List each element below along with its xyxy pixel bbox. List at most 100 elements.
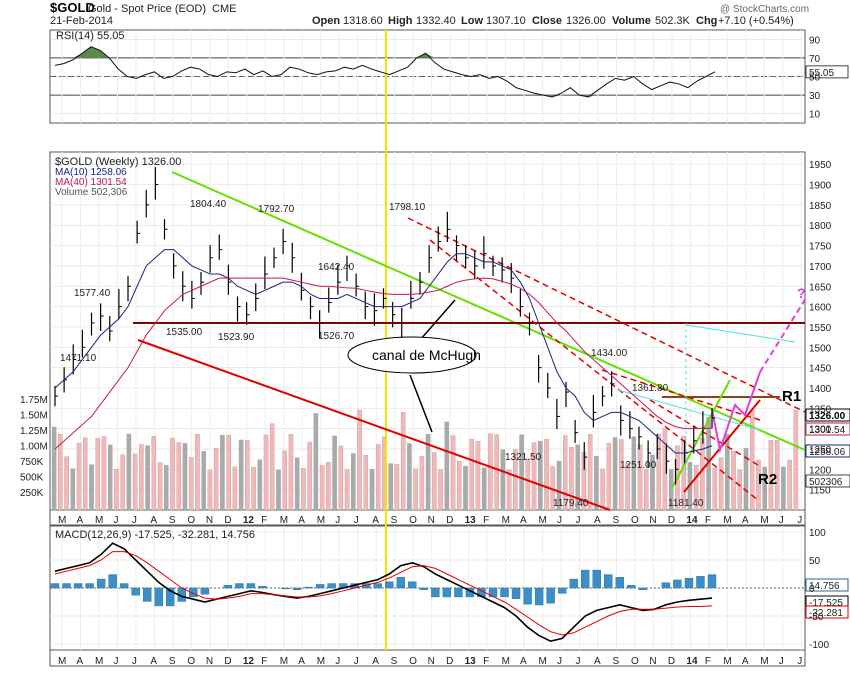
last-price-box (805, 408, 850, 422)
volume-bar (76, 442, 82, 511)
volume-bar (438, 469, 443, 511)
volume-bar (525, 458, 531, 511)
x-tick-label: 13 (465, 515, 477, 526)
volume-bar (587, 433, 593, 511)
price-tick-label: 1950 (809, 160, 832, 171)
x-tick-label: S (612, 515, 619, 526)
callout-bubble (347, 336, 477, 374)
price-tick-label: 1750 (809, 242, 832, 253)
volume-tick-label: 750K (20, 457, 44, 468)
price-tick-label: 1600 (809, 303, 832, 314)
volume-bar (375, 444, 381, 511)
legend-volume: Volume 502,306 (55, 187, 128, 198)
callout-text: canal de McHugh (372, 347, 481, 363)
x-tick-label-bottom: O (187, 656, 195, 667)
macd-hist-bar (673, 579, 682, 589)
x-tick-label-bottom: M (502, 656, 510, 667)
volume-bar (245, 440, 250, 511)
x-tick-label-bottom: J (132, 656, 137, 667)
volume-bar (500, 449, 506, 511)
x-tick-label: M (95, 515, 103, 526)
volume-bar (126, 433, 132, 511)
volume-bar (494, 434, 499, 511)
green-breakout (671, 379, 731, 489)
rsi-tick-label: 10 (809, 110, 821, 121)
x-tick-label: A (150, 515, 157, 526)
watermark: @ StockCharts.com (720, 4, 809, 15)
volume-bar (644, 469, 649, 511)
volume-bar (625, 463, 630, 511)
x-tick-label: O (631, 515, 639, 526)
macd-hist-bar (696, 576, 705, 589)
macd-hist-bar (592, 569, 601, 589)
x-tick-label-bottom: A (742, 656, 749, 667)
price-title: $GOLD (Weekly) 1326.00 (55, 156, 181, 168)
x-tick-label: D (668, 515, 675, 526)
volume-bar (650, 454, 655, 511)
macd-hist-bar (581, 569, 590, 589)
x-tick-label-bottom: A (520, 656, 527, 667)
volume-bar (444, 421, 450, 511)
macd-hist-bar (223, 585, 233, 589)
series-lines (50, 46, 850, 643)
volume-bar (201, 451, 206, 511)
macd-hist-bar (96, 578, 106, 589)
price-annotation: 1251.00 (620, 460, 657, 471)
macd-tick-label: 100 (809, 528, 826, 539)
red-dashed-3 (601, 369, 761, 421)
x-tick-label-bottom: D (668, 656, 675, 667)
volume-bar (188, 457, 194, 511)
volume-bar (357, 409, 362, 511)
volume-bar (450, 435, 456, 511)
x-tick-label-bottom: 13 (465, 656, 477, 667)
rsi-tick-label: 50 (809, 73, 821, 84)
header-symbol: $GOLD (50, 0, 95, 15)
price-tick-label: 1650 (809, 282, 832, 293)
x-tick-label-bottom: A (298, 656, 305, 667)
ma10-line (54, 249, 713, 454)
x-tick-label-bottom: J (354, 656, 359, 667)
macd-value: -17.525 (809, 598, 843, 609)
r2-label: R2 (758, 471, 777, 488)
volume-bar (531, 442, 537, 511)
x-tick-label: J (335, 515, 340, 526)
x-tick-label-bottom: F (705, 656, 711, 667)
x-tick-label: J (132, 515, 137, 526)
price-annotation: 1321.50 (505, 452, 542, 463)
volume-bar (787, 459, 792, 511)
x-tick-label-bottom: D (446, 656, 453, 667)
macd-hist-bar (627, 585, 636, 589)
price-tick-label: 1850 (809, 201, 832, 212)
price-tick-label: 1400 (809, 384, 832, 395)
high-value: 1332.40 (416, 15, 456, 27)
volume-bar (725, 434, 730, 511)
volume-bar (170, 437, 175, 511)
price-annotation: 1642.40 (318, 262, 355, 273)
macd-hist-bar (304, 586, 313, 589)
macd-signal-line (54, 551, 713, 636)
volume-bar (288, 434, 294, 511)
volume-bar (182, 443, 188, 511)
date-axis-bottom (49, 649, 806, 667)
volume-bar (400, 412, 406, 511)
question-label: ? (797, 285, 806, 301)
volume-bar (594, 456, 599, 511)
x-tick-label: O (187, 515, 195, 526)
price-annotation: 1526.70 (318, 331, 355, 342)
volume-bar (481, 467, 487, 511)
rsi-tick-label: 90 (809, 35, 821, 46)
magenta-wave (711, 371, 761, 454)
x-tick-label: N (428, 515, 435, 526)
x-tick-label: J (557, 515, 562, 526)
macd-hist-bar (500, 587, 509, 598)
volume-tick-label: 500K (20, 473, 44, 484)
volume-bar (756, 459, 761, 511)
x-tick-label: A (76, 515, 83, 526)
volume-bar (139, 444, 144, 511)
volume-bar (662, 428, 668, 511)
volume-bar (569, 447, 574, 511)
hist-value: 14.756 (809, 581, 840, 592)
x-tick-label-bottom: M (760, 656, 768, 667)
